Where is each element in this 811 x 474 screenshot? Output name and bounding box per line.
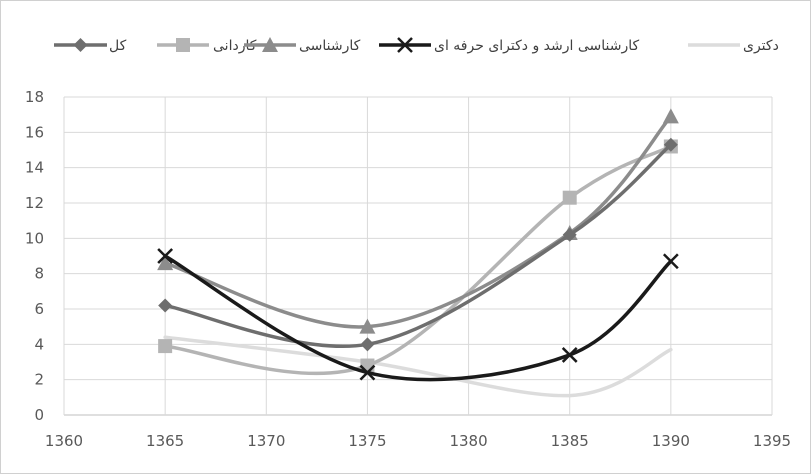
- data-point-marker: [157, 255, 174, 271]
- legend-swatch-marker: [176, 38, 190, 52]
- series-layer: [157, 108, 679, 398]
- data-point-marker: [662, 253, 679, 270]
- data-point-marker: [562, 190, 577, 205]
- x-tick-label: 1370: [247, 432, 285, 450]
- data-point-marker: [663, 137, 678, 152]
- legend-label: کاردانی: [213, 38, 257, 54]
- y-tick-label: 18: [25, 88, 44, 106]
- data-point-marker: [562, 227, 577, 242]
- x-tick-label: 1385: [551, 432, 589, 450]
- data-point-marker: [359, 364, 376, 381]
- series-line: [163, 335, 673, 398]
- x-tick-label: 1380: [449, 432, 487, 450]
- data-point-marker: [662, 108, 679, 124]
- y-tick-label: 10: [25, 229, 44, 247]
- series-line: [163, 114, 673, 329]
- y-tick-label: 12: [25, 194, 44, 212]
- series-1: [158, 137, 678, 352]
- legend-label: کارشناسی ارشد و دکترای حرفه ای: [434, 38, 640, 54]
- legend-swatch-marker: [262, 37, 278, 52]
- x-tick-label: 1365: [146, 432, 184, 450]
- legend-label: دکتری: [743, 38, 779, 54]
- x-marker-stroke: [662, 253, 679, 270]
- series-3: [157, 108, 679, 334]
- x-marker-stroke: [359, 364, 376, 381]
- y-tick-label: 8: [34, 265, 44, 283]
- x-marker-stroke: [157, 248, 174, 264]
- y-tick-label: 6: [34, 300, 44, 318]
- legend-label: کل: [109, 38, 127, 54]
- legend-item-2: کاردانی: [157, 38, 257, 54]
- data-point-marker: [359, 318, 376, 334]
- x-tick-label: 1390: [652, 432, 690, 450]
- x-marker-stroke: [397, 37, 413, 53]
- series-5: [163, 335, 673, 398]
- data-point-marker: [157, 248, 174, 264]
- series-line: [163, 254, 673, 382]
- axis-labels: 0 2 4 6 8 10 12 14 16 18 1360 1365 1370 1375 1380 1385 1…: [25, 88, 791, 450]
- y-tick-label: 4: [34, 335, 44, 353]
- y-tick-label: 0: [34, 406, 44, 424]
- series-2: [158, 139, 678, 376]
- legend: کل کاردانی کارشناسی کارشناسی ارشد و دکترای …: [54, 37, 779, 54]
- legend-swatch-marker: [73, 38, 88, 52]
- series-line: [163, 144, 673, 376]
- legend-item-1: کل: [54, 38, 127, 54]
- legend-item-3: کارشناسی: [244, 37, 361, 54]
- legend-item-5: دکتری: [688, 38, 779, 54]
- data-point-marker: [561, 347, 578, 363]
- x-tick-label: 1395: [753, 432, 791, 450]
- y-tick-label: 2: [34, 371, 44, 389]
- y-tick-label: 16: [25, 123, 44, 141]
- y-tick-label: 14: [25, 159, 44, 177]
- x-tick-label: 1375: [348, 432, 386, 450]
- x-tick-label: 1360: [45, 432, 83, 450]
- data-point-marker: [158, 339, 173, 354]
- legend-label: کارشناسی: [299, 38, 361, 54]
- data-point-marker: [158, 298, 173, 313]
- x-marker-stroke: [561, 347, 578, 363]
- series-4: [157, 248, 679, 382]
- series-line: [163, 142, 673, 349]
- legend-item-4: کارشناسی ارشد و دکترای حرفه ای: [379, 37, 640, 54]
- legend-swatch-marker: [397, 37, 413, 53]
- data-point-marker: [360, 337, 375, 352]
